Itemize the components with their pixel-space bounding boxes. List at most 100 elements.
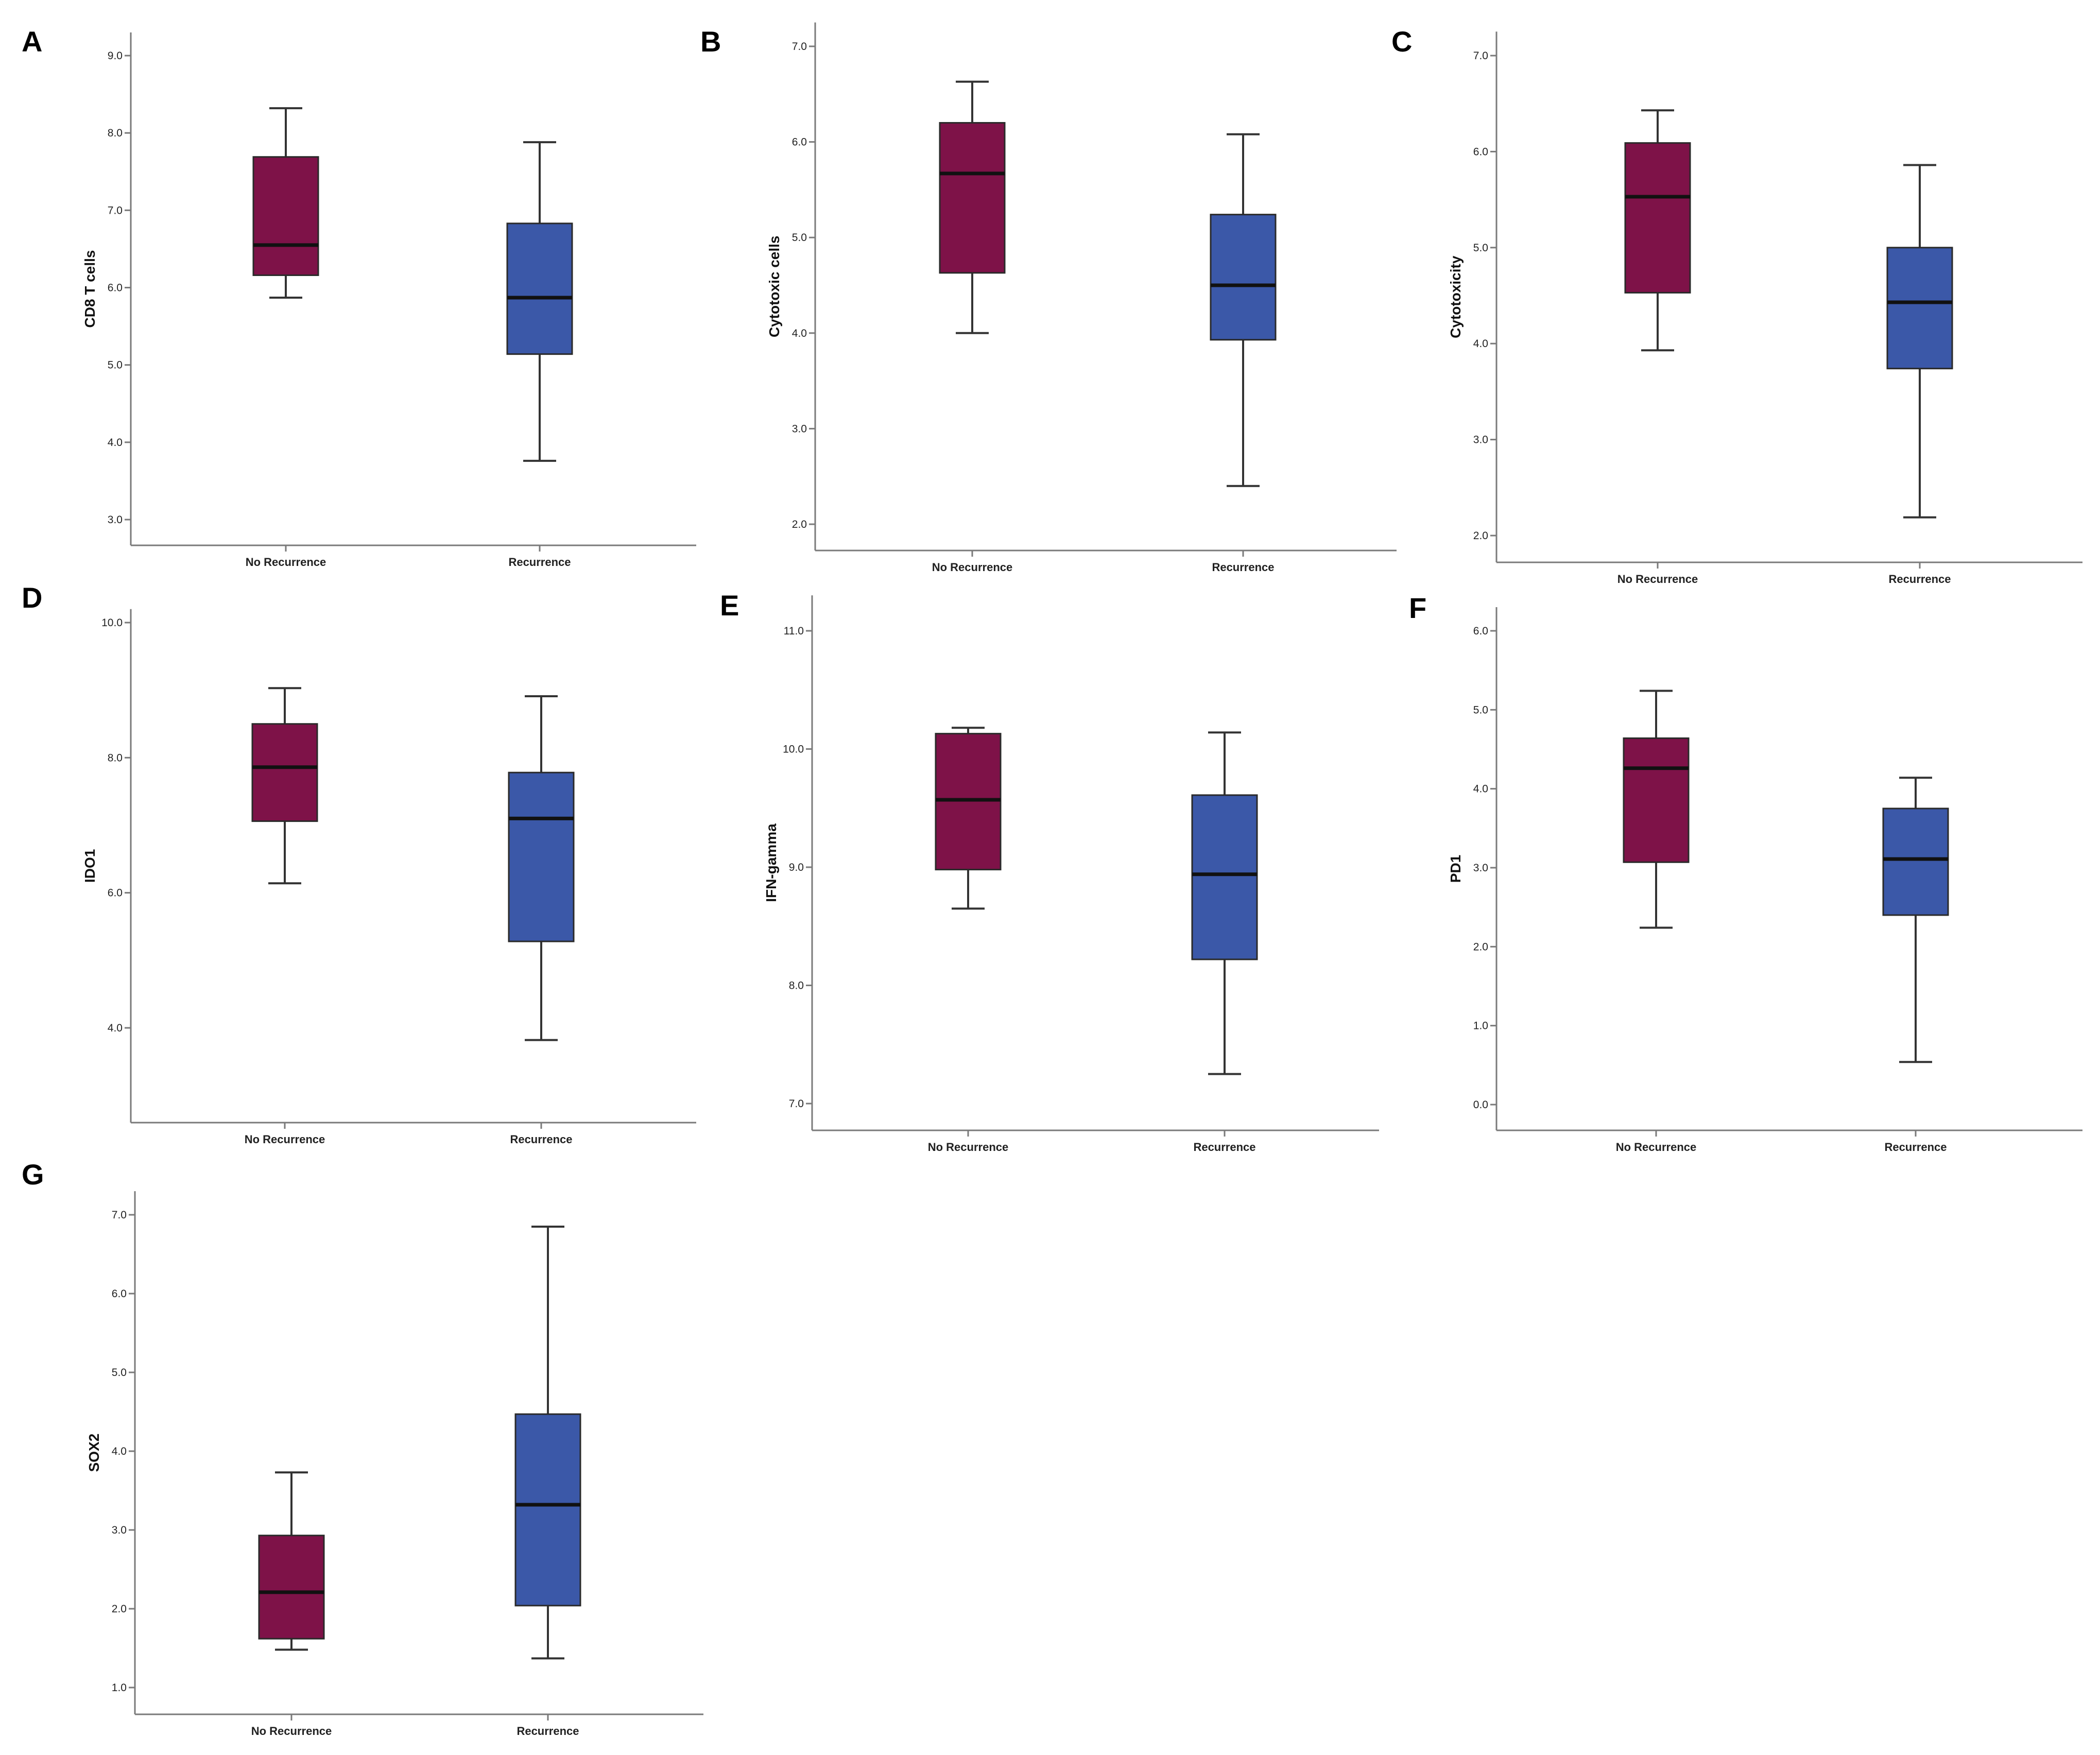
y-tick-label: 7.0 — [1473, 50, 1488, 62]
y-tick-label: 7.0 — [112, 1209, 127, 1221]
panel-letter: B — [700, 25, 721, 58]
x-category-label: No Recurrence — [245, 1133, 325, 1146]
y-tick-label: 5.0 — [1473, 242, 1488, 254]
y-tick-label: 6.0 — [792, 136, 807, 148]
y-tick-label: 2.0 — [792, 519, 807, 530]
box-no-recurrence — [251, 687, 318, 885]
iqr-box — [1623, 737, 1690, 863]
x-category-label: No Recurrence — [1617, 573, 1698, 586]
y-tick-label: 4.0 — [792, 328, 807, 339]
iqr-box — [1191, 794, 1258, 960]
x-category-label: No Recurrence — [928, 1141, 1009, 1154]
panel-letter: F — [1409, 592, 1426, 624]
y-tick-label: 10.0 — [101, 617, 123, 629]
y-axis-title: CD8 T cells — [82, 250, 98, 328]
y-tick-label: 3.0 — [1473, 434, 1488, 446]
box-no-recurrence — [1623, 690, 1690, 929]
panel-g: G 1.0 2.0 3.0 4.0 5.0 6.0 7.0 SOX2 No Recurrence R… — [22, 1158, 703, 1737]
y-tick-label: 4.0 — [1473, 783, 1488, 795]
y-tick-label: 0.0 — [1473, 1099, 1488, 1111]
y-tick-label: 5.0 — [1473, 704, 1488, 716]
panel-f: F 0.0 1.0 2.0 3.0 4.0 5.0 6.0 PD1 No Recurrence Re… — [1409, 592, 2082, 1154]
iqr-box — [1624, 142, 1691, 294]
panel-letter: G — [22, 1158, 44, 1191]
y-tick-label: 6.0 — [1473, 625, 1488, 637]
iqr-box — [1210, 214, 1277, 341]
y-tick-label: 5.0 — [108, 359, 123, 371]
y-tick-label: 2.0 — [1473, 941, 1488, 953]
x-category-label: Recurrence — [1193, 1141, 1255, 1154]
panel-d: D 4.0 6.0 8.0 10.0 IDO1 No Recurrence Recurrenc… — [22, 581, 696, 1146]
y-tick-label: 1.0 — [1473, 1020, 1488, 1032]
y-tick-label: 6.0 — [108, 282, 123, 294]
y-axis-title: Cytotoxicity — [1448, 255, 1464, 338]
iqr-box — [514, 1413, 581, 1607]
y-tick-label: 8.0 — [789, 980, 804, 992]
panel-letter: C — [1391, 25, 1412, 58]
box-recurrence — [1882, 777, 1949, 1063]
x-category-label: Recurrence — [510, 1133, 572, 1146]
x-category-label: No Recurrence — [246, 556, 326, 569]
y-axis-title: IFN-gamma — [763, 823, 779, 902]
y-tick-label: 10.0 — [783, 744, 804, 755]
y-tick-label: 8.0 — [108, 752, 123, 764]
iqr-box — [1882, 807, 1949, 916]
box-recurrence — [514, 1225, 581, 1660]
iqr-box — [506, 222, 573, 355]
y-axis-title: IDO1 — [82, 849, 98, 883]
y-tick-label: 5.0 — [112, 1367, 127, 1379]
box-no-recurrence — [258, 1471, 325, 1651]
x-category-label: Recurrence — [508, 556, 571, 569]
panel-letter: A — [22, 25, 42, 58]
iqr-box — [1886, 247, 1953, 370]
box-recurrence — [1886, 164, 1953, 519]
y-tick-label: 4.0 — [1473, 338, 1488, 350]
y-tick-label: 7.0 — [789, 1098, 804, 1110]
panel-c: C 2.0 3.0 4.0 5.0 6.0 7.0 Cytotoxicity No Recurr… — [1391, 25, 2082, 586]
y-tick-label: 8.0 — [108, 127, 123, 139]
y-tick-label: 6.0 — [108, 887, 123, 899]
box-recurrence — [506, 141, 573, 462]
y-axis-title: Cytotoxic cells — [766, 235, 782, 337]
y-tick-label: 3.0 — [1473, 862, 1488, 874]
box-no-recurrence — [935, 727, 1002, 910]
y-tick-label: 3.0 — [108, 514, 123, 526]
box-recurrence — [1191, 731, 1258, 1075]
iqr-box — [939, 122, 1006, 274]
box-no-recurrence — [1624, 109, 1691, 352]
y-tick-label: 6.0 — [1473, 146, 1488, 158]
panel-b: B 2.0 3.0 4.0 5.0 6.0 7.0 Cytotoxic cells No Rec… — [700, 22, 1397, 574]
y-tick-label: 9.0 — [789, 862, 804, 873]
y-tick-label: 3.0 — [112, 1524, 127, 1536]
y-tick-label: 3.0 — [792, 423, 807, 435]
y-tick-label: 7.0 — [792, 41, 807, 53]
x-category-label: No Recurrence — [932, 561, 1013, 574]
y-tick-label: 5.0 — [792, 232, 807, 244]
iqr-box — [508, 771, 575, 942]
y-tick-label: 11.0 — [784, 625, 804, 637]
panel-a: A 3.0 4.0 5.0 6.0 7.0 8.0 9.0 CD8 T cells No Recu… — [22, 25, 696, 569]
y-axis-title: SOX2 — [86, 1434, 102, 1472]
box-no-recurrence — [252, 107, 319, 299]
x-category-label: No Recurrence — [251, 1725, 332, 1737]
y-tick-label: 4.0 — [112, 1446, 127, 1457]
box-recurrence — [1210, 133, 1277, 487]
y-tick-label: 1.0 — [112, 1682, 127, 1694]
x-category-label: Recurrence — [1884, 1141, 1947, 1154]
box-no-recurrence — [939, 80, 1006, 334]
y-tick-label: 4.0 — [108, 1022, 123, 1034]
x-category-label: Recurrence — [1212, 561, 1274, 574]
iqr-box — [251, 723, 318, 822]
x-category-label: Recurrence — [517, 1725, 579, 1737]
box-recurrence — [508, 695, 575, 1041]
y-tick-label: 4.0 — [108, 437, 123, 449]
x-category-label: Recurrence — [1888, 573, 1951, 586]
x-category-label: No Recurrence — [1616, 1141, 1697, 1154]
y-tick-label: 7.0 — [108, 204, 123, 216]
y-tick-label: 9.0 — [108, 50, 123, 62]
iqr-box — [258, 1535, 325, 1640]
panel-e: E 7.0 8.0 9.0 10.0 11.0 IFN-gamma No Recurrence… — [720, 589, 1379, 1154]
y-tick-label: 2.0 — [112, 1603, 127, 1615]
y-axis-title: PD1 — [1448, 855, 1464, 883]
